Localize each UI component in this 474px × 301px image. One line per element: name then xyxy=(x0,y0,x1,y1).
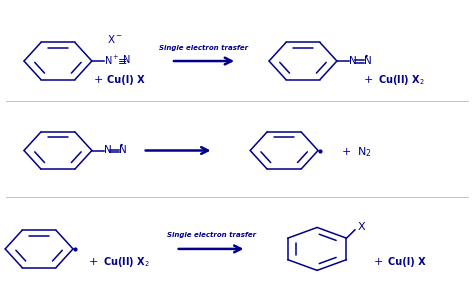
Text: +: + xyxy=(374,257,383,267)
Text: +: + xyxy=(89,257,98,267)
Text: N: N xyxy=(104,145,112,155)
Text: N: N xyxy=(364,56,372,66)
Text: Single electron trasfer: Single electron trasfer xyxy=(166,232,255,238)
Text: N: N xyxy=(349,56,357,66)
Text: +: + xyxy=(364,76,374,85)
Text: X: X xyxy=(357,222,365,232)
Text: $+$  N$_2$: $+$ N$_2$ xyxy=(341,145,372,159)
Text: N: N xyxy=(123,55,131,65)
Text: $\bullet$: $\bullet$ xyxy=(118,139,124,148)
Text: Cu(I) X: Cu(I) X xyxy=(388,257,426,267)
Text: Cu(I) X: Cu(I) X xyxy=(108,76,145,85)
Text: $\equiv$: $\equiv$ xyxy=(116,56,128,66)
Text: Single electron trasfer: Single electron trasfer xyxy=(159,45,248,51)
Text: $\bullet$: $\bullet$ xyxy=(363,50,369,59)
Text: Cu(II) X$_2$: Cu(II) X$_2$ xyxy=(378,73,425,87)
Text: N: N xyxy=(119,145,127,155)
Text: X$^-$: X$^-$ xyxy=(108,33,123,45)
Text: N$^+$: N$^+$ xyxy=(104,54,120,67)
Text: +: + xyxy=(93,76,103,85)
Text: Cu(II) X$_2$: Cu(II) X$_2$ xyxy=(103,255,149,269)
